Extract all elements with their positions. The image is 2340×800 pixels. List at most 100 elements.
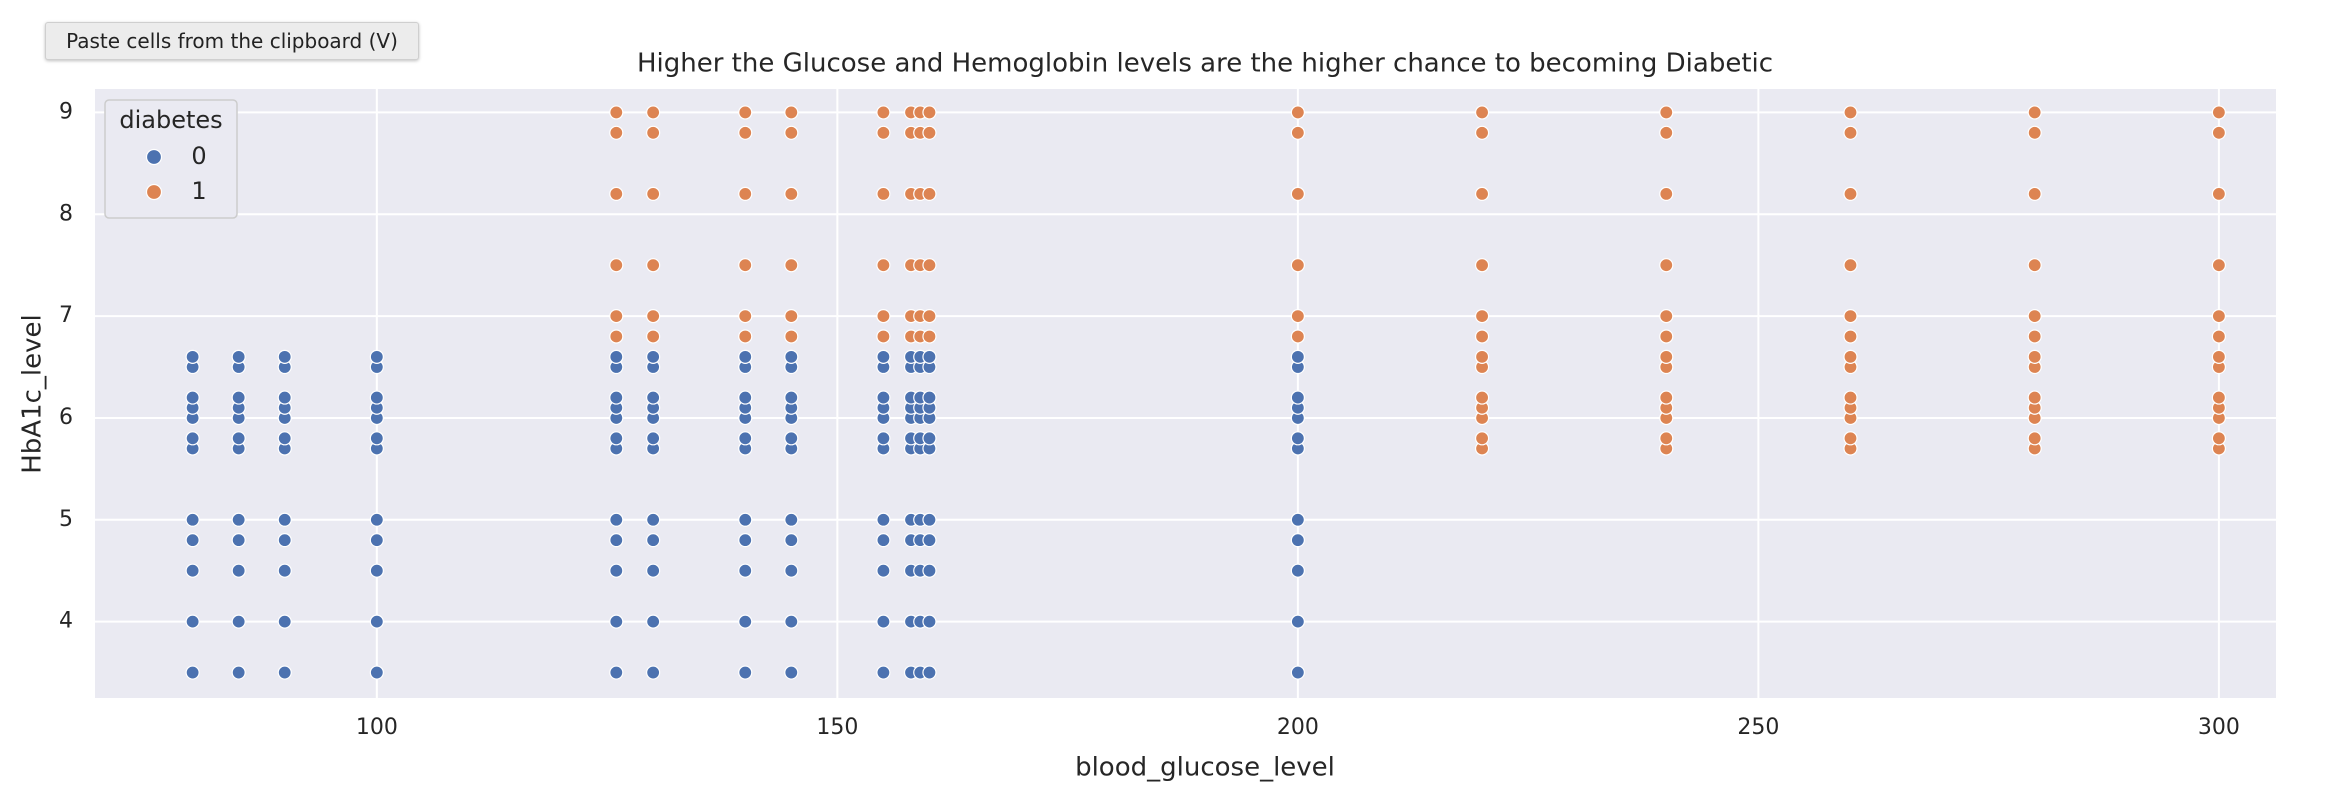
point — [646, 258, 661, 273]
point — [609, 533, 624, 548]
point — [876, 431, 891, 446]
point — [231, 665, 246, 680]
plot-background — [95, 89, 2276, 698]
point — [876, 105, 891, 120]
point — [369, 533, 384, 548]
legend-title: diabetes — [119, 106, 222, 134]
point — [2027, 349, 2042, 364]
point — [1659, 431, 1674, 446]
point — [738, 563, 753, 578]
point — [277, 390, 292, 405]
point — [277, 563, 292, 578]
legend-marker — [145, 183, 163, 201]
point — [738, 309, 753, 324]
point — [1474, 258, 1490, 273]
point — [231, 349, 246, 364]
point — [369, 431, 384, 446]
point — [738, 329, 753, 344]
point — [1843, 431, 1858, 446]
point — [369, 614, 384, 629]
point — [609, 349, 624, 364]
point — [1474, 105, 1490, 120]
point — [2211, 309, 2226, 324]
point — [1474, 186, 1490, 201]
point — [738, 533, 753, 548]
point — [2211, 258, 2226, 273]
point — [185, 390, 200, 405]
point — [738, 105, 753, 120]
point — [2211, 349, 2226, 364]
point — [185, 614, 200, 629]
point — [231, 533, 246, 548]
point — [876, 563, 891, 578]
point — [2211, 186, 2226, 201]
point — [1659, 349, 1674, 364]
point — [646, 349, 661, 364]
point — [277, 349, 292, 364]
point — [876, 349, 891, 364]
point — [609, 329, 624, 344]
point — [185, 349, 200, 364]
point — [1659, 186, 1674, 201]
point — [2027, 431, 2042, 446]
point — [876, 309, 891, 324]
point — [876, 614, 891, 629]
point — [1290, 105, 1305, 120]
point — [2027, 258, 2042, 273]
point — [609, 614, 624, 629]
point — [369, 390, 384, 405]
point — [922, 349, 937, 364]
point — [646, 614, 661, 629]
point — [784, 309, 799, 324]
point — [185, 665, 200, 680]
point — [922, 390, 937, 405]
point — [646, 563, 661, 578]
point — [876, 186, 891, 201]
point — [2027, 390, 2042, 405]
legend-marker — [145, 148, 163, 166]
point — [609, 431, 624, 446]
point — [277, 665, 292, 680]
point — [1843, 125, 1858, 140]
point — [738, 390, 753, 405]
point — [784, 349, 799, 364]
point — [922, 258, 937, 273]
point — [738, 349, 753, 364]
point — [922, 512, 937, 527]
point — [1290, 125, 1305, 140]
point — [1659, 258, 1674, 273]
point — [738, 125, 753, 140]
point — [609, 258, 624, 273]
point — [369, 665, 384, 680]
point — [277, 533, 292, 548]
point — [646, 533, 661, 548]
point — [646, 186, 661, 201]
point — [738, 665, 753, 680]
point — [784, 533, 799, 548]
point — [784, 258, 799, 273]
point — [609, 125, 624, 140]
point — [922, 614, 937, 629]
point — [922, 329, 937, 344]
point — [1659, 125, 1674, 140]
point — [1474, 431, 1490, 446]
point — [231, 390, 246, 405]
point — [876, 533, 891, 548]
point — [231, 512, 246, 527]
point — [922, 665, 937, 680]
x-tick-label: 250 — [1737, 715, 1779, 740]
point — [784, 563, 799, 578]
point — [231, 431, 246, 446]
point — [1843, 349, 1858, 364]
point — [2211, 105, 2226, 120]
x-tick-label: 300 — [2198, 715, 2240, 740]
point — [1474, 349, 1490, 364]
point — [1843, 329, 1858, 344]
point — [738, 258, 753, 273]
point — [1659, 390, 1674, 405]
y-tick-label: 7 — [59, 303, 73, 328]
paste-button[interactable]: Paste cells from the clipboard (V) — [45, 22, 419, 60]
point — [2027, 186, 2042, 201]
point — [369, 563, 384, 578]
point — [2211, 431, 2226, 446]
